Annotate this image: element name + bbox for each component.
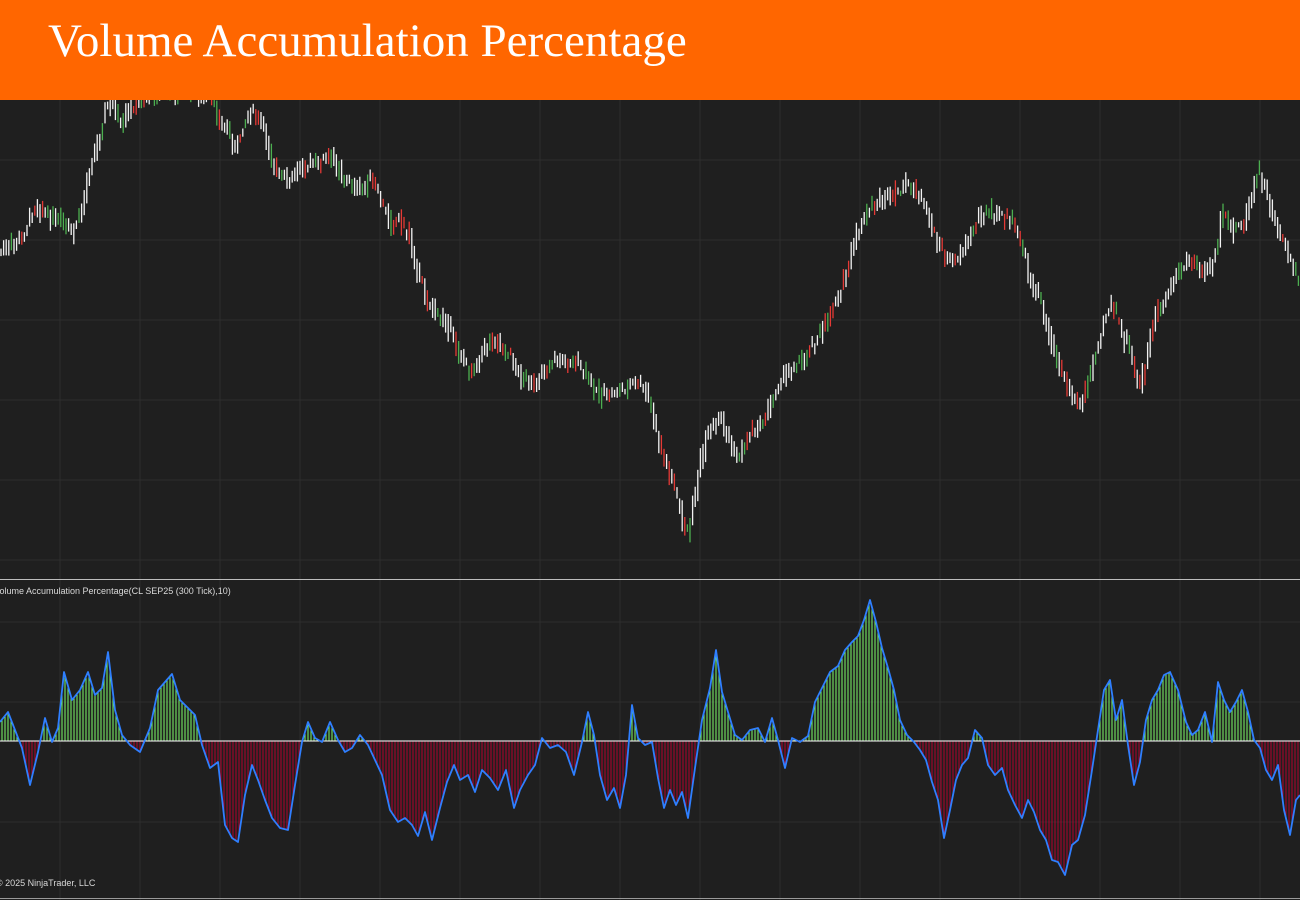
title-banner: Volume Accumulation Percentage (0, 0, 1300, 100)
copyright-text: © 2025 NinjaTrader, LLC (0, 878, 96, 888)
indicator-label: Volume Accumulation Percentage(CL SEP25 … (0, 586, 231, 596)
page-title: Volume Accumulation Percentage (48, 15, 687, 67)
oscillator-line (0, 599, 1300, 876)
